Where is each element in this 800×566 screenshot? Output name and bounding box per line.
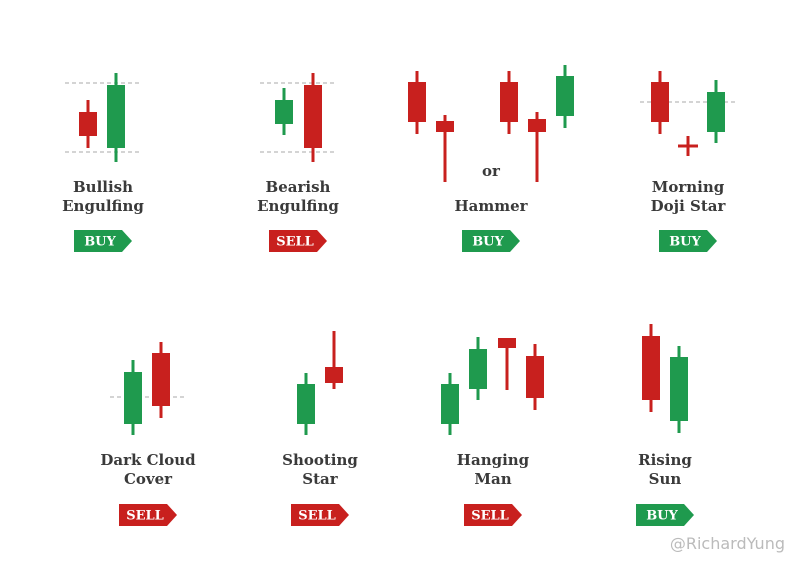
candle-body <box>107 85 125 148</box>
candle-body <box>436 121 454 132</box>
candle-body <box>528 119 546 132</box>
pattern-label: Engulfing <box>62 197 144 215</box>
signal-text: BUY <box>669 235 701 250</box>
candle-body <box>408 82 426 122</box>
signal-badge <box>269 230 327 252</box>
candle-body <box>526 356 544 398</box>
candle-body <box>124 372 142 424</box>
signal-badge <box>636 504 694 526</box>
candle-body <box>297 384 315 424</box>
signal-text: SELL <box>298 509 336 524</box>
pattern-label: Man <box>474 470 511 488</box>
pattern-label: Star <box>302 470 338 488</box>
candle-body <box>441 384 459 424</box>
candle-body <box>275 100 293 124</box>
candle-body <box>469 349 487 389</box>
pattern-label: Bullish <box>73 178 133 196</box>
candle-body <box>79 112 97 136</box>
candle-body <box>325 367 343 383</box>
pattern-label: Bearish <box>266 178 331 196</box>
signal-text: BUY <box>84 235 116 250</box>
watermark: @RichardYung <box>670 534 785 553</box>
pattern-label: Hanging <box>457 451 530 469</box>
pattern-label: Cover <box>124 470 173 488</box>
candle-body <box>642 336 660 400</box>
candle-body <box>556 76 574 116</box>
pattern-label: Dark Cloud <box>100 451 196 469</box>
pattern-label: Sun <box>649 470 682 488</box>
signal-text: SELL <box>276 235 314 250</box>
signal-badge <box>659 230 717 252</box>
signal-badge <box>464 504 522 526</box>
candle-body <box>670 357 688 421</box>
signal-text: SELL <box>471 509 509 524</box>
candle-body <box>707 92 725 132</box>
connector: or <box>482 162 501 180</box>
signal-badge <box>119 504 177 526</box>
pattern-label: Rising <box>638 451 692 469</box>
candle-body <box>500 82 518 122</box>
pattern-label: Engulfing <box>257 197 339 215</box>
candle-body <box>152 353 170 406</box>
signal-badge <box>462 230 520 252</box>
signal-badge <box>291 504 349 526</box>
pattern-label: Hammer <box>454 197 528 215</box>
signal-text: SELL <box>126 509 164 524</box>
pattern-label: Doji Star <box>651 197 727 215</box>
signal-text: BUY <box>646 509 678 524</box>
candle-body <box>304 85 322 148</box>
signal-badge <box>74 230 132 252</box>
pattern-label: Morning <box>652 178 725 196</box>
candle-body <box>498 338 516 348</box>
signal-text: BUY <box>472 235 504 250</box>
candle-body <box>651 82 669 122</box>
pattern-label: Shooting <box>282 451 358 469</box>
